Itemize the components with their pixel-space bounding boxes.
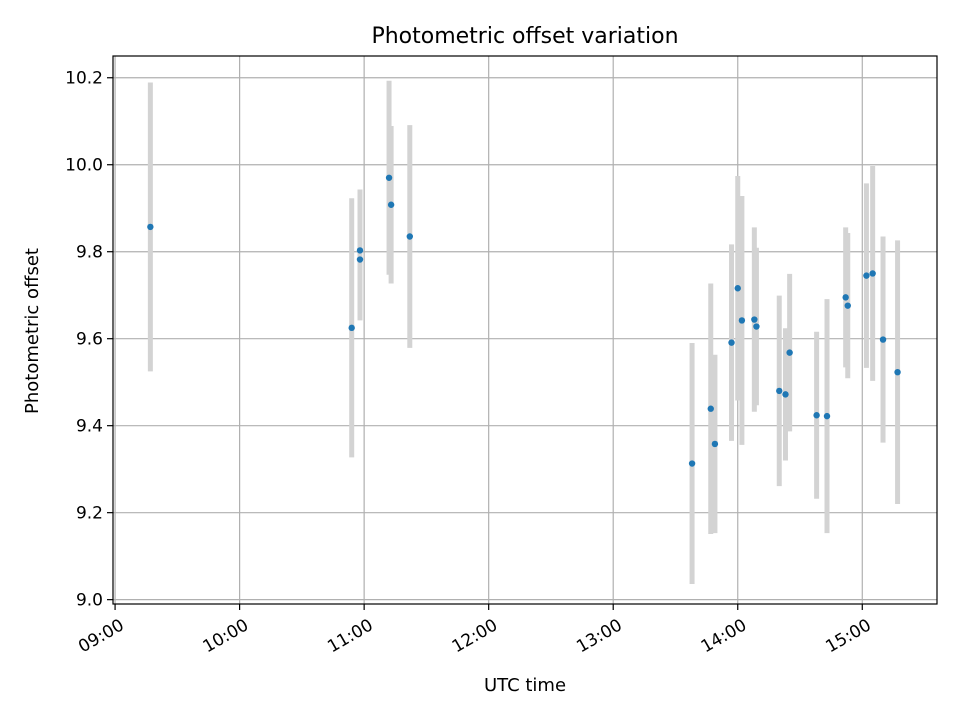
y-tick-label: 9.8 — [76, 243, 103, 263]
error-bars — [147, 80, 901, 584]
y-tick-label: 9.0 — [76, 591, 103, 611]
data-point — [751, 316, 758, 323]
data-point — [813, 412, 820, 419]
data-point — [776, 387, 783, 395]
data-point — [406, 233, 414, 240]
chart-title: Photometric offset variation — [371, 24, 678, 49]
x-axis-ticks: 09:00 10:00 11:00 12:00 13:00 14:00 15:00 — [75, 604, 875, 657]
data-point — [738, 317, 746, 324]
x-tick-label: 10:00 — [200, 615, 252, 657]
x-tick-label: 11:00 — [324, 615, 376, 657]
x-tick-label: 12:00 — [449, 615, 501, 657]
data-point — [356, 256, 364, 263]
x-tick-label: 09:00 — [75, 615, 127, 657]
data-point — [753, 323, 760, 330]
y-tick-label: 10.2 — [65, 69, 103, 89]
data-point — [385, 174, 393, 181]
data-point — [863, 272, 870, 279]
y-axis-ticks: 9.0 9.2 9.4 9.6 9.8 10.0 10.2 — [65, 69, 113, 611]
data-point — [348, 324, 355, 332]
data-point — [688, 460, 696, 467]
data-point — [711, 440, 719, 448]
data-point — [879, 336, 887, 343]
x-axis-label: UTC time — [484, 675, 566, 696]
plot-frame — [112, 55, 938, 605]
y-tick-label: 9.6 — [76, 330, 103, 350]
grid-lines — [113, 56, 937, 604]
x-tick-label: 15:00 — [822, 615, 874, 657]
data-point — [869, 270, 876, 277]
y-tick-label: 9.4 — [76, 417, 103, 437]
x-tick-label: 14:00 — [698, 615, 750, 657]
data-point — [707, 405, 714, 412]
y-axis-label: Photometric offset — [22, 248, 43, 414]
data-points — [147, 174, 901, 467]
data-point — [786, 349, 793, 356]
data-point — [356, 247, 364, 254]
data-point — [894, 368, 901, 376]
data-point — [823, 412, 831, 420]
data-point — [782, 391, 789, 398]
data-point — [728, 339, 735, 346]
y-tick-label: 10.0 — [65, 156, 103, 176]
data-point — [734, 285, 741, 292]
data-point — [147, 223, 154, 231]
data-point — [387, 201, 395, 208]
data-point — [844, 302, 851, 309]
data-point — [842, 294, 849, 301]
x-tick-label: 13:00 — [573, 615, 625, 657]
y-tick-label: 9.2 — [76, 504, 103, 524]
